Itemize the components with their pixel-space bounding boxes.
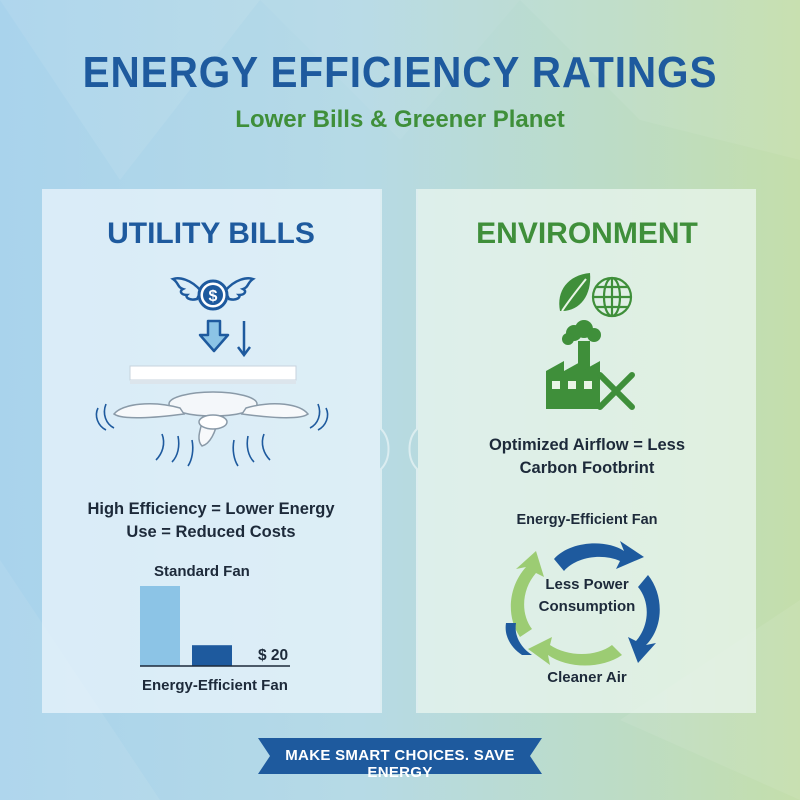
standard-fan-label: Standard Fan xyxy=(154,563,250,580)
environment-panel: ENVIRONMENT Optimized Airflow = Less Car… xyxy=(418,189,756,713)
globe-icon xyxy=(591,276,633,318)
footer-banner-container: MAKE SMART CHOICES. SAVE ENERGY xyxy=(258,738,542,781)
footer-banner-text: MAKE SMART CHOICES. SAVE ENERGY xyxy=(285,747,515,781)
environment-caption-line2: Carbon Footbrint xyxy=(519,459,655,477)
cycle-center-line2: Consumption xyxy=(538,598,636,615)
panel-divider xyxy=(380,189,418,713)
standard-fan-bar xyxy=(140,586,180,666)
footer-banner xyxy=(258,738,542,774)
efficient-fan-cost: $ 20 xyxy=(258,647,289,664)
utility-bills-panel: UTILITY BILLS $ xyxy=(42,189,380,713)
environment-title: ENVIRONMENT xyxy=(476,217,698,250)
ceiling-fan-icon xyxy=(95,365,329,467)
efficient-fan-label: Energy-Efficient Fan xyxy=(142,677,288,694)
recycle-cycle-icon xyxy=(505,541,660,666)
environment-caption-line1: Optimized Airflow = Less xyxy=(488,436,686,454)
cross-icon xyxy=(597,372,635,410)
cycle-center-line1: Less Power xyxy=(545,576,629,593)
svg-text:$: $ xyxy=(209,288,218,305)
cycle-top-label: Energy-Efficient Fan xyxy=(516,512,658,528)
leaf-icon xyxy=(559,273,591,312)
factory-icon xyxy=(546,320,601,409)
cycle-bottom-label: Cleaner Air xyxy=(547,669,627,686)
efficient-fan-bar xyxy=(192,645,232,666)
down-arrow-icon xyxy=(198,319,251,358)
page-title: ENERGY EFFICIENCY RATINGS xyxy=(82,48,718,97)
page-subtitle: Lower Bills & Greener Planet xyxy=(235,106,565,133)
winged-dollar-icon: $ xyxy=(170,277,256,311)
bill-comparison-chart xyxy=(140,586,290,667)
utility-caption-line1: High Efficiency = Lower Energy xyxy=(87,500,335,518)
utility-bills-title: UTILITY BILLS xyxy=(107,217,315,250)
utility-caption-line2: Use = Reduced Costs xyxy=(126,523,296,541)
